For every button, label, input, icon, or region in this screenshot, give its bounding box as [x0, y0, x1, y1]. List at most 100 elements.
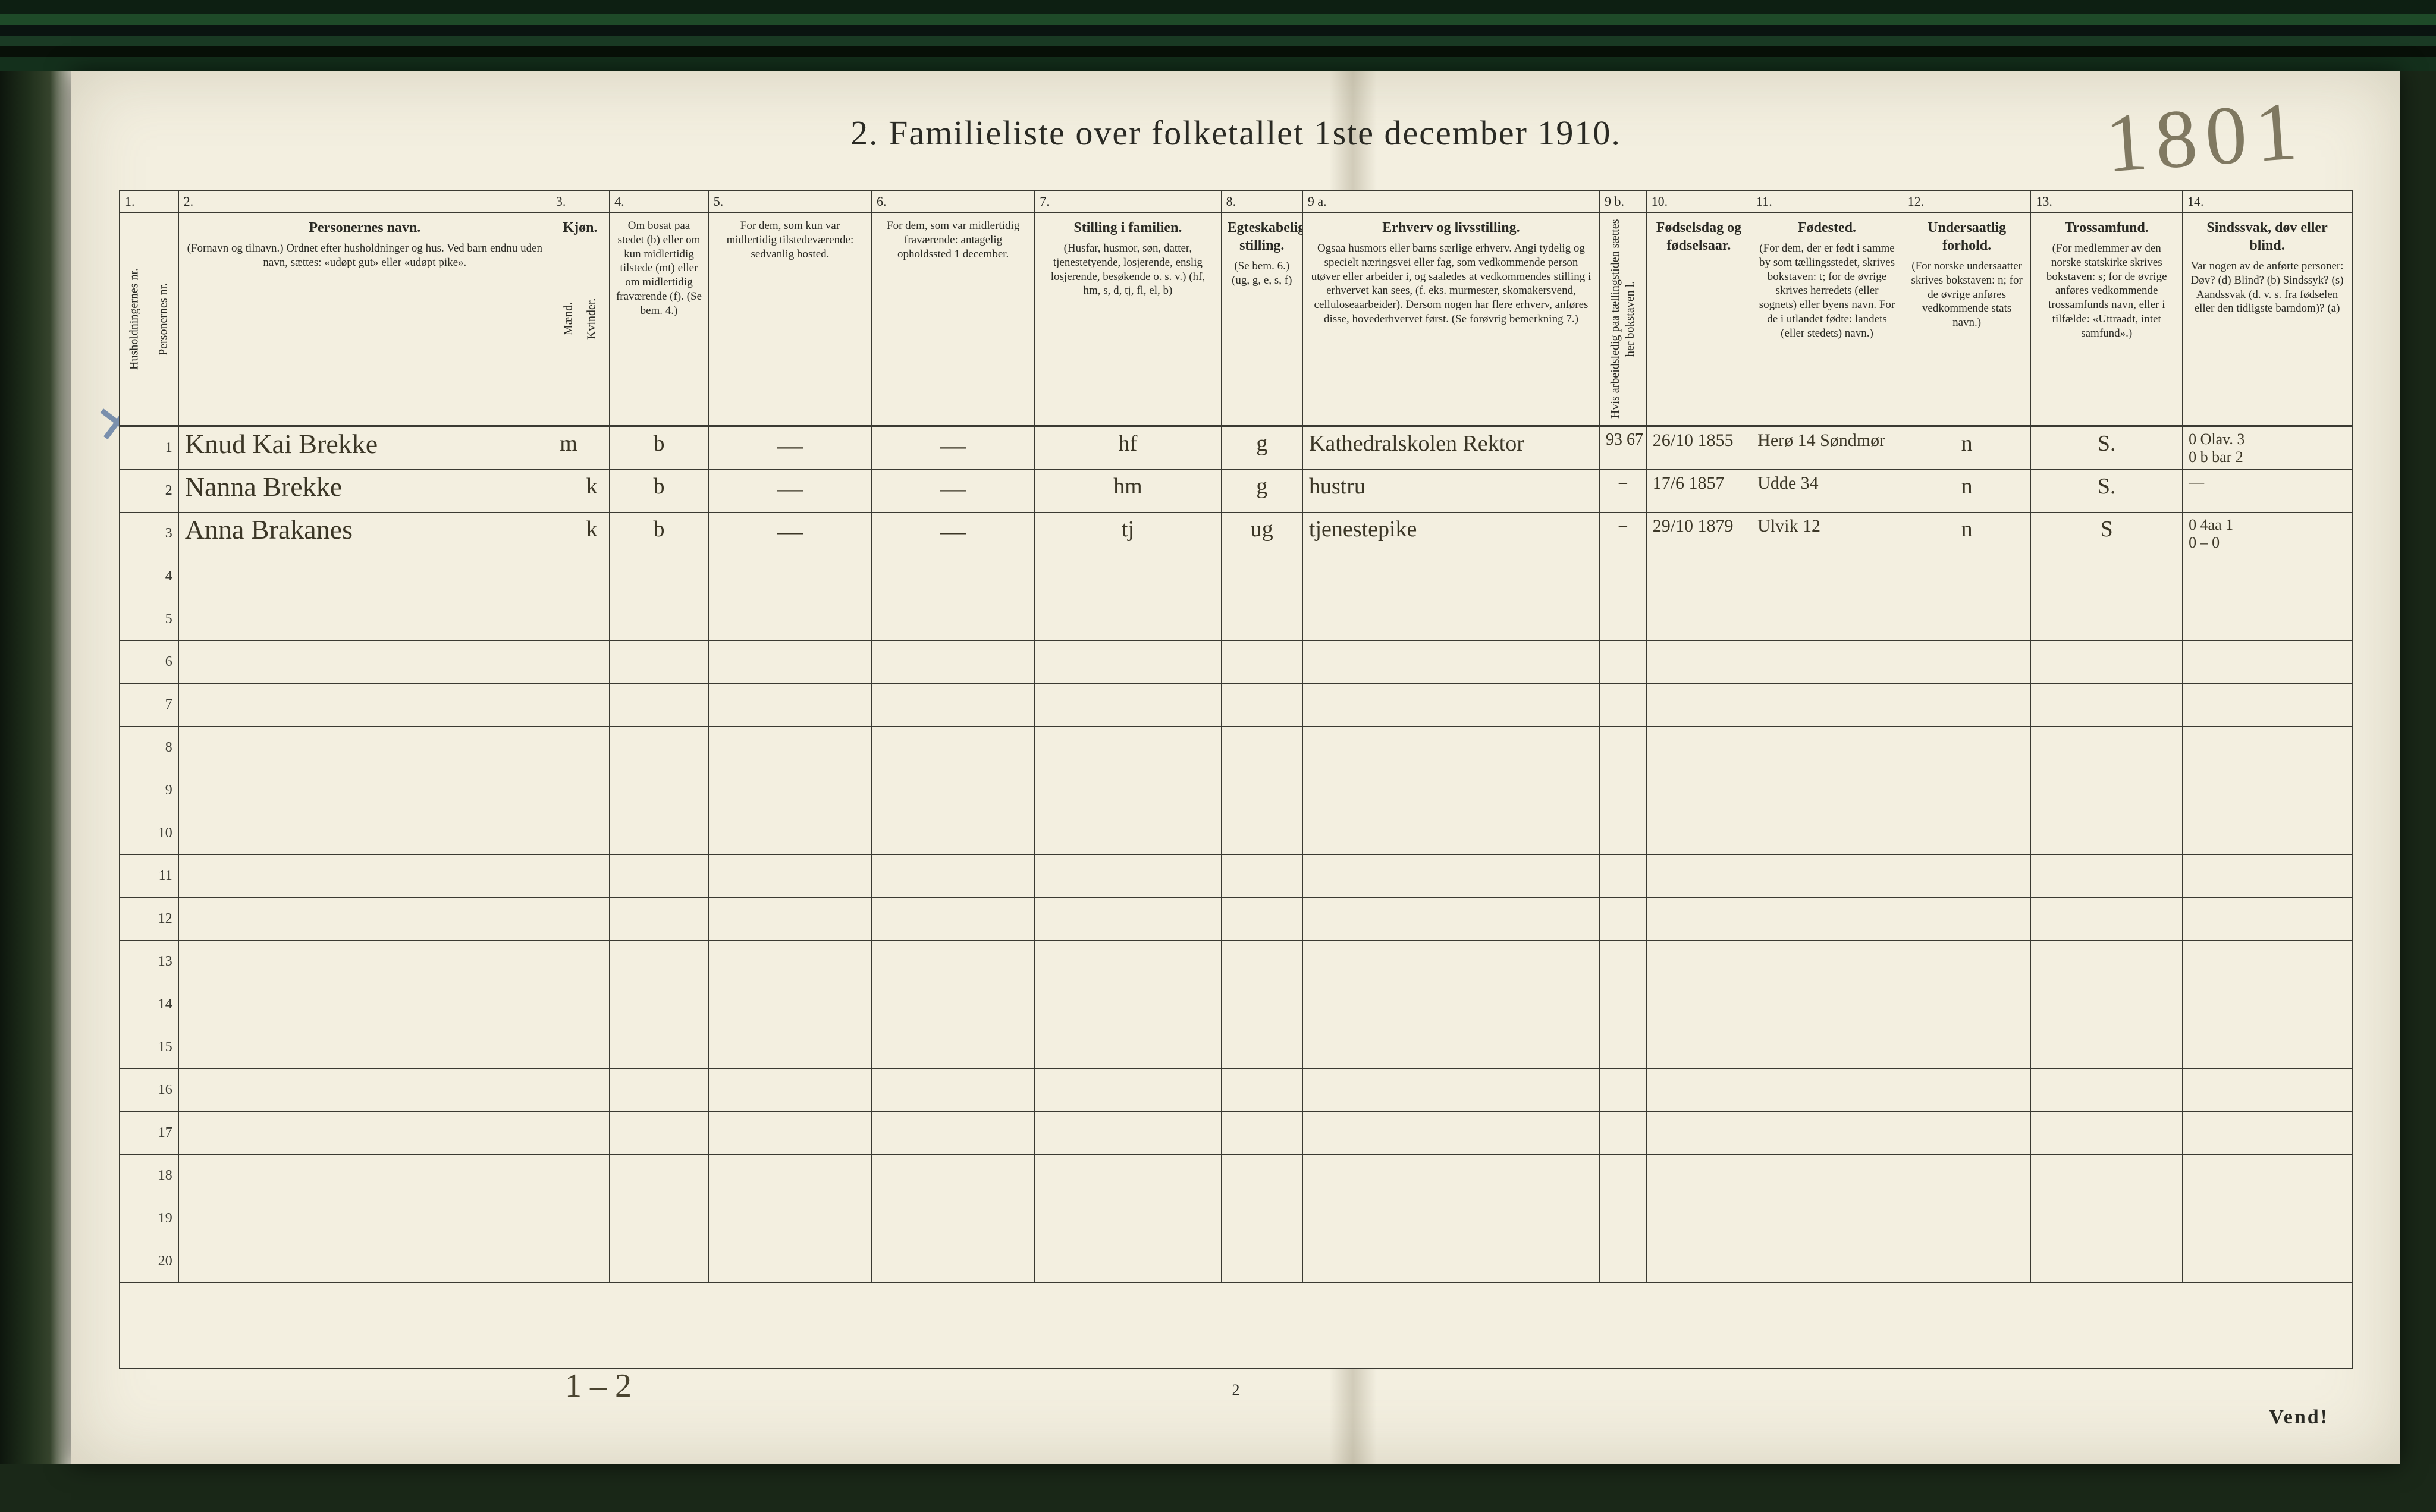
cell: S.: [2031, 427, 2183, 470]
cell: [872, 1026, 1035, 1069]
cell: 12: [149, 898, 178, 941]
cell: [1222, 898, 1303, 941]
table-row: 7: [120, 684, 2352, 727]
cell: [709, 941, 872, 983]
cell: 93 67: [1600, 427, 1647, 470]
table-row: 20: [120, 1240, 2352, 1283]
cell: Ulvik 12: [1751, 513, 1903, 555]
table-row: 16: [120, 1069, 2352, 1112]
cell: —: [872, 513, 1035, 555]
cell: [120, 1026, 149, 1069]
cell: [179, 941, 551, 983]
hdr-body-text: Om bosat paa stedet (b) eller om kun mid…: [616, 219, 702, 318]
cell: [179, 983, 551, 1026]
cell: [120, 1240, 149, 1283]
hdr-person-nr: Personernes nr.: [149, 213, 178, 427]
hdr-body-text: (For medlemmer av den norske statskirke …: [2037, 241, 2176, 340]
hdr-body-text: Ogsaa husmors eller barns særlige erhver…: [1309, 241, 1593, 326]
cell: [2183, 598, 2352, 641]
cell: [1903, 598, 2032, 641]
cell: [2031, 812, 2183, 855]
cell: [551, 898, 610, 941]
cell: 15: [149, 1026, 178, 1069]
cell: hm: [1035, 470, 1221, 513]
hdr-title-text: Egteskabelig stilling.: [1228, 219, 1297, 254]
table-row: 14: [120, 983, 2352, 1026]
cell: 5: [149, 598, 178, 641]
cell: [2183, 727, 2352, 769]
scanner-left-edge: [0, 71, 71, 1464]
cell: [610, 898, 709, 941]
cell: [120, 1155, 149, 1197]
cell: [610, 555, 709, 598]
cell: [2183, 1112, 2352, 1155]
cell: [1303, 1112, 1600, 1155]
cell: [120, 898, 149, 941]
cell: [120, 727, 149, 769]
cell: n: [1903, 513, 2032, 555]
hdr-text: Husholdningernes nr.: [126, 219, 143, 419]
cell: [872, 812, 1035, 855]
cell: [1647, 941, 1751, 983]
cell: b: [610, 470, 709, 513]
colnum: 3.: [551, 191, 610, 213]
cell: [179, 898, 551, 941]
cell: [120, 1197, 149, 1240]
cell: Knud Kai Brekke: [179, 427, 551, 470]
cell: [179, 812, 551, 855]
cell: [179, 555, 551, 598]
cell: [1222, 812, 1303, 855]
cell: g: [1222, 470, 1303, 513]
cell: [872, 855, 1035, 898]
cell: [551, 1155, 610, 1197]
hdr-maend: Mænd.: [557, 241, 580, 396]
hdr-trossamfund: Trossamfund. (For medlemmer av den norsk…: [2031, 213, 2183, 427]
cell: [1647, 983, 1751, 1026]
cell: [2031, 1155, 2183, 1197]
cell: 19: [149, 1197, 178, 1240]
table-row: 10: [120, 812, 2352, 855]
cell: [2031, 769, 2183, 812]
colnum: 7.: [1035, 191, 1221, 213]
cell: [1751, 1069, 1903, 1112]
cell: [872, 1069, 1035, 1112]
cell: 17: [149, 1112, 178, 1155]
cell: [1222, 1155, 1303, 1197]
cell: [2031, 1240, 2183, 1283]
cell: [1647, 727, 1751, 769]
colnum: 11.: [1751, 191, 1903, 213]
cell: 29/10 1879: [1647, 513, 1751, 555]
cell: [551, 598, 610, 641]
cell: 20: [149, 1240, 178, 1283]
cell: [551, 684, 610, 727]
cell: [1600, 1069, 1647, 1112]
cell: [2031, 684, 2183, 727]
table-row: 15: [120, 1026, 2352, 1069]
cell: [709, 641, 872, 684]
cell: 10: [149, 812, 178, 855]
cell: [120, 1112, 149, 1155]
cell: [1303, 727, 1600, 769]
cell: [709, 1112, 872, 1155]
cell: [1600, 598, 1647, 641]
cell: —: [2183, 470, 2352, 513]
cell: –: [1600, 470, 1647, 513]
cell: [1647, 684, 1751, 727]
cell: [120, 1069, 149, 1112]
colnum: [149, 191, 178, 213]
cell: [610, 727, 709, 769]
cell: [551, 941, 610, 983]
cell: 14: [149, 983, 178, 1026]
cell: [1647, 1155, 1751, 1197]
cell: 1: [149, 427, 178, 470]
cell: 0 4aa 10 – 0: [2183, 513, 2352, 555]
cell: [1903, 1197, 2032, 1240]
colnum: 12.: [1903, 191, 2032, 213]
cell: 18: [149, 1155, 178, 1197]
cell: [872, 898, 1035, 941]
cell: [1903, 812, 2032, 855]
cell: [551, 1240, 610, 1283]
cell: [1647, 1240, 1751, 1283]
cell: [709, 684, 872, 727]
cell: [1903, 1155, 2032, 1197]
